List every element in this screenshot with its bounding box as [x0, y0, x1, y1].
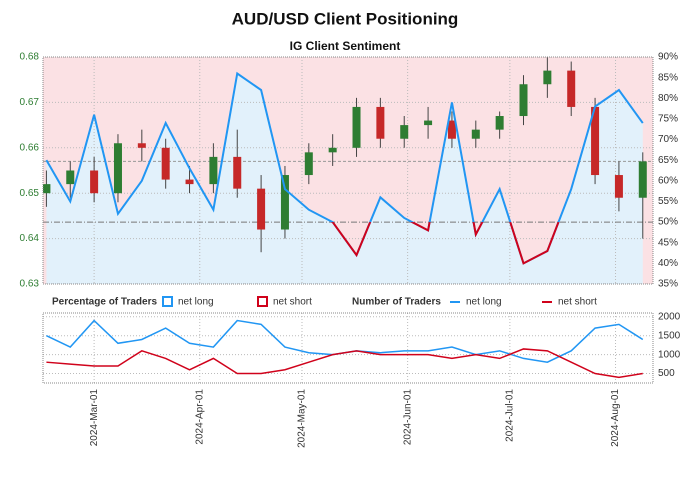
- candle-body: [447, 120, 456, 139]
- candle-body: [233, 156, 242, 189]
- y2-tick-label: 35%: [658, 279, 678, 290]
- y2-tick-label: 90%: [658, 52, 678, 63]
- y-tick-label: 1000: [658, 349, 681, 360]
- y2-tick-label: 60%: [658, 175, 678, 186]
- candle-body: [495, 116, 504, 130]
- legend-title: Percentage of Traders: [52, 297, 157, 308]
- price-panel: [43, 57, 653, 284]
- candle-body: [424, 120, 433, 126]
- traders-panel: [43, 313, 653, 383]
- candle-body: [352, 106, 361, 148]
- y2-tick-label: 70%: [658, 134, 678, 145]
- plot-frame: [42, 56, 654, 285]
- candle-body: [257, 188, 266, 230]
- x-tick-label: 2024-Jun-01: [402, 389, 413, 446]
- legend-title: Number of Traders: [352, 297, 441, 308]
- candle-body: [66, 170, 75, 185]
- traders-line: [46, 319, 644, 363]
- x-tick-label: 2024-Mar-01: [89, 389, 100, 447]
- plot-frame: [42, 312, 654, 384]
- chart-subtitle: IG Client Sentiment: [290, 39, 401, 53]
- y-tick-label: 2000: [658, 311, 681, 322]
- candle-body: [280, 175, 289, 230]
- y2-tick-label: 50%: [658, 217, 678, 228]
- candle-body: [471, 129, 480, 139]
- candle-body: [304, 152, 313, 176]
- y2-tick-label: 75%: [658, 114, 678, 125]
- price-axes: 0.63 0.64 0.65 0.66 0.67 0.68 35% 40% 45% 50% 55% 6…: [20, 52, 679, 308]
- candle-body: [161, 147, 170, 180]
- legend-label: net long: [178, 297, 214, 308]
- net-long-area: [46, 73, 643, 284]
- y2-tick-label: 45%: [658, 237, 678, 248]
- candle-body: [328, 147, 337, 153]
- y-tick-label: 500: [658, 368, 675, 379]
- y2-tick-label: 40%: [658, 258, 678, 269]
- candle-body: [209, 156, 218, 185]
- y-tick-label: 0.65: [20, 188, 40, 199]
- net-long-below-threshold: [330, 222, 560, 265]
- y-tick-label: 0.64: [20, 233, 40, 244]
- y-tick-label: 1500: [658, 330, 681, 341]
- traders-line: [46, 348, 643, 379]
- legend-label: net long: [466, 297, 502, 308]
- candle-body: [137, 143, 146, 148]
- y-tick-label: 0.66: [20, 142, 40, 153]
- y-tick-label: 0.63: [20, 279, 40, 290]
- y-tick-label: 0.68: [20, 52, 40, 63]
- candle-body: [638, 161, 647, 198]
- traders-axes: net long net short Number of Traders 500 100…: [42, 297, 681, 448]
- y2-tick-label: 85%: [658, 72, 678, 83]
- x-tick-label: 2024-Jul-01: [505, 389, 516, 442]
- candle-body: [400, 125, 409, 139]
- x-tick-label: 2024-Apr-01: [194, 389, 205, 445]
- y2-tick-label: 55%: [658, 196, 678, 207]
- legend-label: net short: [273, 297, 312, 308]
- candle-body: [519, 84, 528, 117]
- candle-body: [543, 70, 552, 85]
- candle-body: [43, 184, 51, 194]
- legend-label: net short: [558, 297, 597, 308]
- candle-body: [185, 179, 194, 185]
- x-tick-label: 2024-Aug-01: [610, 389, 621, 447]
- candle-body: [614, 175, 623, 198]
- candle-body: [376, 106, 385, 139]
- chart-title: AUD/USD Client Positioning: [232, 9, 459, 28]
- y2-tick-label: 80%: [658, 93, 678, 104]
- x-tick-label: 2024-May-01: [297, 389, 308, 448]
- y-tick-label: 0.67: [20, 97, 40, 108]
- candle-body: [567, 70, 576, 107]
- candle-body: [113, 143, 122, 194]
- legend-swatch: [257, 296, 268, 307]
- y2-tick-label: 65%: [658, 155, 678, 166]
- candle-body: [90, 170, 99, 194]
- legend-swatch: [162, 296, 173, 307]
- candle-body: [591, 106, 600, 176]
